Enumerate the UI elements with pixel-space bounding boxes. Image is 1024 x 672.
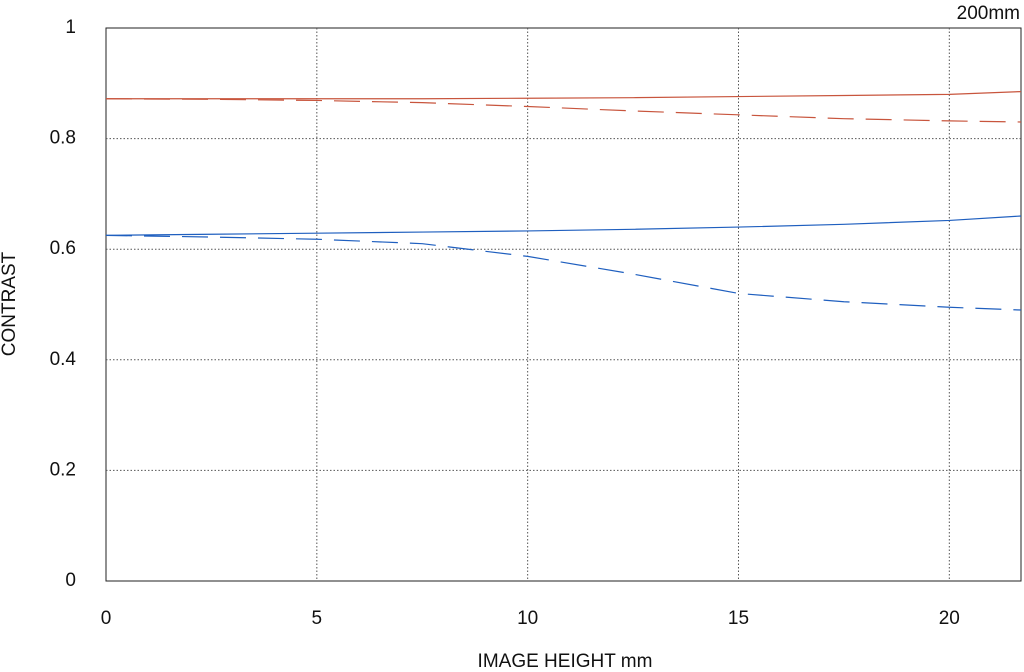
y-axis-label: CONTRAST <box>0 251 20 356</box>
chart-title: 200mm <box>957 3 1020 24</box>
series-line <box>105 215 1022 236</box>
x-tick-label: 5 <box>312 608 323 629</box>
plot-frame <box>105 27 1022 582</box>
y-tick-label: 0.8 <box>50 128 76 149</box>
y-tick-label: 0.6 <box>50 238 76 259</box>
x-tick-label: 20 <box>939 608 960 629</box>
series-line <box>105 98 1022 123</box>
x-tick-label: 10 <box>517 608 538 629</box>
series-line <box>106 90 1022 100</box>
x-tick-label: 0 <box>101 608 112 629</box>
series-line <box>105 234 1022 311</box>
y-tick-label: 1 <box>65 17 76 38</box>
y-tick-label: 0.4 <box>50 349 77 370</box>
x-tick-label: 15 <box>728 608 749 629</box>
x-axis-label: IMAGE HEIGHT mm <box>478 651 653 672</box>
y-tick-label: 0 <box>65 570 76 591</box>
y-tick-label: 0.2 <box>50 459 76 480</box>
